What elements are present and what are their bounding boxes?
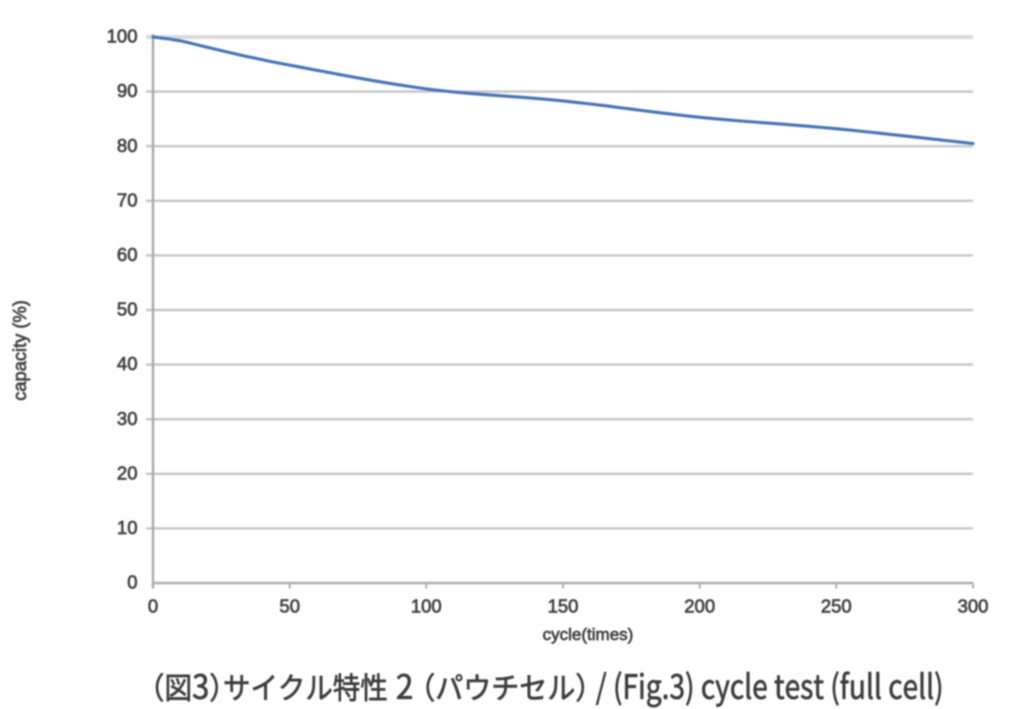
svg-text:10: 10 bbox=[117, 517, 138, 538]
svg-text:300: 300 bbox=[958, 596, 989, 617]
svg-text:cycle(times): cycle(times) bbox=[543, 625, 634, 644]
svg-text:capacity (%): capacity (%) bbox=[9, 300, 30, 401]
svg-text:0: 0 bbox=[127, 572, 137, 593]
svg-text:250: 250 bbox=[821, 596, 852, 617]
svg-text:150: 150 bbox=[548, 596, 579, 617]
svg-text:60: 60 bbox=[117, 244, 138, 265]
svg-text:100: 100 bbox=[411, 596, 442, 617]
svg-text:0: 0 bbox=[148, 596, 158, 617]
svg-text:80: 80 bbox=[117, 135, 138, 156]
svg-text:90: 90 bbox=[117, 80, 138, 101]
svg-text:100: 100 bbox=[107, 26, 138, 47]
svg-text:30: 30 bbox=[117, 408, 138, 429]
svg-text:200: 200 bbox=[684, 596, 715, 617]
svg-text:20: 20 bbox=[117, 462, 138, 483]
svg-text:40: 40 bbox=[117, 353, 138, 374]
svg-text:50: 50 bbox=[279, 596, 300, 617]
svg-text:50: 50 bbox=[117, 299, 138, 320]
svg-text:70: 70 bbox=[117, 189, 138, 210]
